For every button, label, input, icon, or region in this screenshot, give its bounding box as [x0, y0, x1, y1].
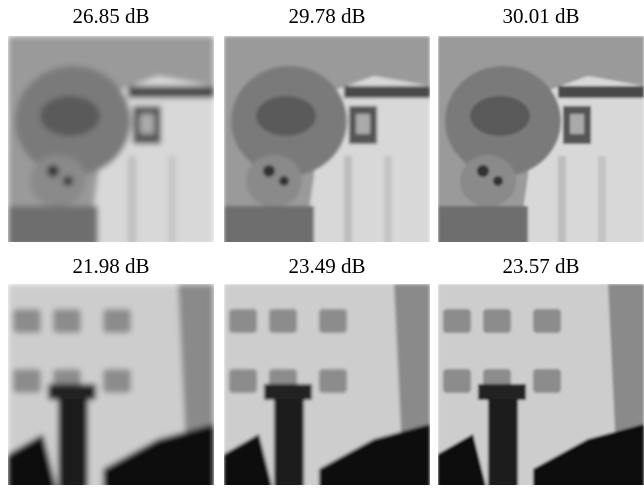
hat-pattern	[40, 96, 100, 136]
dark-band	[128, 86, 214, 98]
caption: 21.98 dB	[72, 254, 149, 278]
caption: 30.01 dB	[502, 4, 579, 28]
hat-pattern	[470, 96, 530, 136]
eye	[47, 165, 59, 177]
scene	[8, 284, 214, 485]
digit-blob	[103, 309, 131, 333]
eye	[493, 176, 503, 186]
tower-top	[264, 384, 312, 400]
digit-blob	[443, 309, 471, 333]
digit-blob	[13, 369, 41, 393]
face	[460, 155, 516, 207]
scene	[224, 36, 430, 246]
digit-blob	[533, 309, 561, 333]
digit-blob	[229, 369, 257, 393]
stripe	[384, 156, 392, 246]
hat-pattern	[256, 96, 316, 136]
face	[246, 155, 302, 207]
stripe	[598, 156, 606, 246]
stripe	[168, 156, 176, 246]
digit-blob	[13, 309, 41, 333]
inner-square	[140, 114, 154, 134]
digit-blob	[319, 309, 347, 333]
image-crop	[8, 284, 214, 485]
image-crop	[438, 284, 644, 485]
tower-top	[478, 384, 526, 400]
digit-blob	[269, 309, 297, 333]
digit-blob	[319, 369, 347, 393]
page: {"panels": [ {"caption": "26.85 dB"}, {"…	[0, 0, 644, 485]
digit-blob	[229, 309, 257, 333]
tower	[488, 399, 518, 485]
figure: 26.85 dB 29.78 dB 30.01 dB 21.98 dB 23.49 dB…	[0, 0, 644, 485]
scene	[438, 284, 644, 485]
tower	[274, 399, 304, 485]
caption: 29.78 dB	[288, 4, 365, 28]
inner-square	[570, 114, 584, 134]
lower-shadow	[224, 206, 314, 246]
digit-blob	[533, 369, 561, 393]
tower	[58, 399, 88, 485]
eye	[63, 176, 73, 186]
scene	[8, 36, 214, 246]
eye	[263, 165, 275, 177]
stripe	[344, 156, 352, 246]
lower-shadow	[438, 206, 528, 246]
stripe	[558, 156, 566, 246]
caption: 23.57 dB	[502, 254, 579, 278]
stripe	[128, 156, 136, 246]
image-crop	[224, 284, 430, 485]
eye	[279, 176, 289, 186]
lower-shadow	[8, 206, 98, 246]
dark-band	[344, 86, 430, 98]
digit-blob	[443, 369, 471, 393]
digit-blob	[53, 309, 81, 333]
face	[30, 155, 86, 207]
caption: 26.85 dB	[72, 4, 149, 28]
tower-top	[48, 384, 96, 400]
digit-blob	[483, 309, 511, 333]
scene	[224, 284, 430, 485]
image-crop	[224, 36, 430, 246]
image-crop	[8, 36, 214, 246]
caption: 23.49 dB	[288, 254, 365, 278]
eye	[477, 165, 489, 177]
dark-band	[558, 86, 644, 98]
image-crop	[438, 36, 644, 246]
scene	[438, 36, 644, 246]
inner-square	[356, 114, 370, 134]
digit-blob	[103, 369, 131, 393]
